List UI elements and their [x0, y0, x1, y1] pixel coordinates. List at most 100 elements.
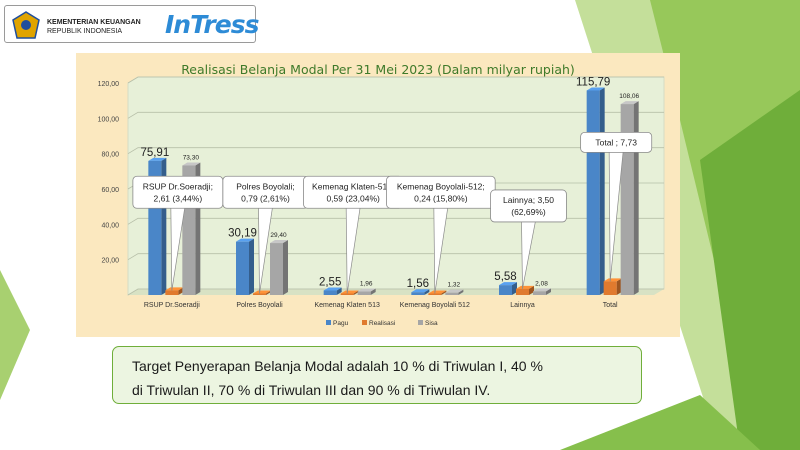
bar-top	[270, 240, 288, 244]
callout-box	[490, 189, 567, 223]
pagu-value-label: 1,56	[407, 278, 429, 290]
bar-pagu	[499, 285, 512, 295]
bar-chart: Realisasi Belanja Modal Per 31 Mei 2023 …	[98, 62, 665, 327]
bar-top	[357, 288, 376, 292]
callout-label: Kemenag Boyolali-512;	[397, 181, 485, 191]
green-shape-bottom	[560, 395, 760, 450]
callout-box	[580, 131, 653, 153]
bar-sisa	[270, 243, 283, 295]
x-tick-label: Kemenag Klaten 513	[314, 302, 379, 309]
bar-pagu	[586, 90, 600, 295]
target-note-line2: di Triwulan II, 70 % di Triwulan III dan…	[132, 382, 491, 398]
green-shape-left	[0, 270, 30, 400]
ministry-line1: KEMENTERIAN KEUANGAN	[47, 19, 141, 26]
y-tick-label: 60,00	[101, 187, 119, 194]
x-tick-label: Total	[603, 302, 618, 309]
gridline	[127, 147, 664, 155]
gridline	[127, 217, 664, 225]
legend-label: Sisa	[425, 320, 438, 327]
bar-side	[529, 285, 534, 295]
callout-label: 0,79 (2,61%)	[241, 193, 290, 203]
ministry-emblem-icon	[12, 11, 40, 39]
intress-logo: InTress	[165, 10, 259, 39]
bar-side	[353, 290, 359, 295]
sisa-value-label: 29,40	[270, 232, 287, 239]
gridline	[127, 76, 664, 84]
bar-realisasi	[253, 293, 266, 295]
bar-pagu	[323, 290, 337, 295]
bar-top	[428, 290, 447, 294]
target-note-line1: Target Penyerapan Belanja Modal adalah 1…	[132, 358, 543, 374]
bar-pagu	[411, 292, 425, 295]
gridline	[127, 253, 664, 261]
chart-title: Realisasi Belanja Modal Per 31 Mei 2023 …	[181, 62, 575, 77]
bar-top	[253, 290, 271, 294]
bar-side	[249, 238, 254, 295]
x-tick-label: RSUP Dr.Soeradji	[144, 302, 200, 309]
bar-side	[178, 287, 184, 295]
gridline	[127, 111, 664, 119]
y-tick-label: 80,00	[101, 152, 119, 159]
sisa-value-label: 1,96	[360, 281, 373, 288]
bar-side	[441, 290, 447, 295]
bar-top	[533, 288, 551, 292]
callout-label: RSUP Dr.Soeradji;	[143, 181, 213, 191]
bar-pagu	[236, 241, 249, 295]
bar-realisasi	[165, 290, 179, 295]
plot-floor	[128, 289, 664, 295]
sisa-value-label: 2,08	[535, 280, 548, 287]
bar-side	[546, 288, 551, 295]
bar-top	[586, 87, 605, 91]
callout-label: Lainnya; 3,50	[503, 195, 554, 205]
chart-panel: Realisasi Belanja Modal Per 31 Mei 2023 …	[76, 53, 680, 337]
bar-top	[445, 289, 464, 293]
y-tick-label: 20,00	[101, 258, 119, 265]
x-tick-label: Lainnya	[510, 302, 535, 309]
ministry-line2: REPUBLIK INDONESIA	[47, 28, 123, 35]
sisa-value-label: 73,30	[183, 155, 200, 162]
header-logo-bar: KEMENTERIAN KEUANGAN REPUBLIK INDONESIA …	[4, 5, 259, 43]
callout-label: 2,61 (3,44%)	[153, 193, 202, 203]
legend-swatch	[362, 320, 367, 325]
callout-label: (62,69%)	[511, 207, 546, 217]
bar-realisasi	[428, 293, 442, 295]
legend-swatch	[418, 320, 423, 325]
ministry-name: KEMENTERIAN KEUANGAN REPUBLIK INDONESIA	[47, 18, 141, 36]
bar-top	[603, 278, 622, 282]
sisa-value-label: 108,06	[619, 93, 639, 100]
bar-side	[599, 87, 605, 295]
bar-top	[499, 282, 517, 286]
y-tick-label: 40,00	[101, 222, 119, 229]
pagu-value-label: 2,55	[319, 276, 341, 288]
gridline	[127, 288, 664, 296]
bar-side	[512, 282, 517, 295]
bar-side	[336, 287, 342, 295]
callout-label: 0,59 (23,04%)	[326, 193, 380, 203]
target-note-box: Target Penyerapan Belanja Modal adalah 1…	[112, 346, 642, 404]
bar-side	[424, 289, 430, 295]
callout-label: Kemenag Klaten-513;	[312, 181, 394, 191]
pagu-value-label: 30,19	[228, 228, 257, 240]
bar-top	[148, 157, 167, 161]
green-shape-dark	[700, 90, 800, 450]
callout-label: Total ; 7,73	[595, 137, 637, 147]
bar-top	[340, 290, 359, 294]
y-tick-label: 120,00	[98, 81, 120, 88]
callout-label: 0,24 (15,80%)	[414, 193, 468, 203]
bar-side	[633, 101, 639, 296]
bar-realisasi	[603, 281, 617, 295]
bar-top	[411, 289, 430, 293]
legend-label: Realisasi	[369, 320, 395, 327]
pagu-value-label: 75,91	[140, 147, 169, 159]
bar-top	[236, 238, 254, 242]
legend-swatch	[326, 320, 331, 325]
x-tick-label: Polres Boyolali	[236, 302, 283, 309]
bar-sisa	[357, 291, 371, 295]
pagu-value-label: 115,79	[576, 76, 610, 88]
bar-top	[323, 287, 342, 291]
bar-side	[370, 288, 376, 295]
pagu-value-label: 5,58	[494, 271, 516, 283]
bar-top	[165, 287, 184, 291]
bar-side	[283, 240, 288, 295]
sisa-value-label: 1,32	[448, 282, 461, 289]
